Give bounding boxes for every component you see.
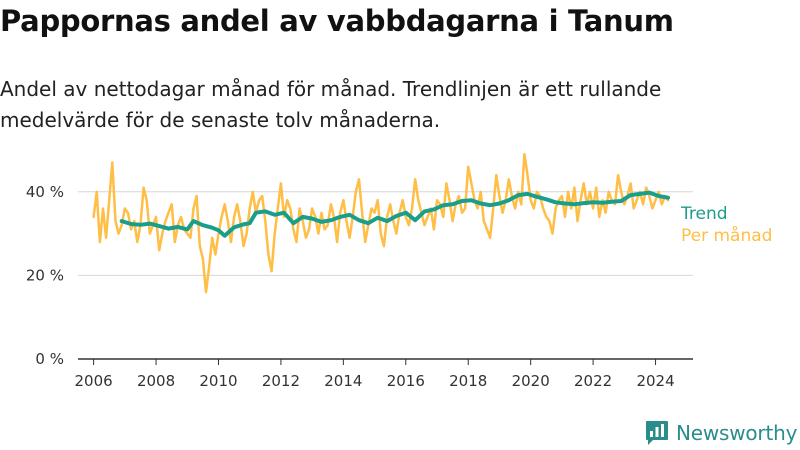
- chart-subtitle: Andel av nettodagar månad för månad. Tre…: [0, 77, 662, 132]
- x-tick-label: 2024: [636, 372, 674, 390]
- x-tick-label: 2014: [324, 372, 362, 390]
- series-line-per-manad: [92, 152, 670, 294]
- y-tick-label: 0 %: [35, 350, 64, 368]
- legend-label-per-manad: Per månad: [681, 225, 772, 246]
- x-tick-label: 2008: [137, 372, 175, 390]
- chart-title: Pappornas andel av vabbdagarna i Tanum: [0, 4, 674, 38]
- newsworthy-logo-icon: [646, 421, 668, 445]
- axes: 0 % 20 % 40 % 2006 2008 2010 2012 2014 2016 2018 2…: [26, 183, 693, 390]
- x-tick-label: 2012: [262, 372, 300, 390]
- newsworthy-logo-text: Newsworthy: [676, 421, 798, 445]
- x-tick-label: 2016: [387, 372, 425, 390]
- x-tick-label: 2022: [574, 372, 612, 390]
- series-lines: [92, 152, 670, 294]
- series-line-trend: [119, 190, 670, 238]
- x-tick-label: 2018: [449, 372, 487, 390]
- newsworthy-logo: Newsworthy: [645, 419, 797, 447]
- y-tick-label: 20 %: [26, 266, 64, 284]
- x-tick-label: 2006: [75, 372, 113, 390]
- y-tick-label: 40 %: [26, 183, 64, 201]
- x-tick-label: 2020: [512, 372, 550, 390]
- x-tick-label: 2010: [199, 372, 237, 390]
- legend-label-trend: Trend: [680, 204, 728, 224]
